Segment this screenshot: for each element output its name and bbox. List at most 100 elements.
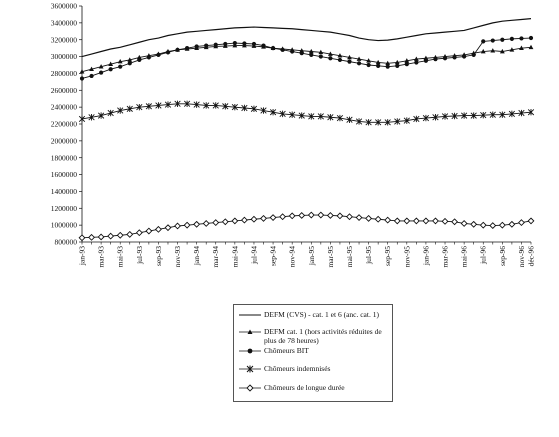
y-tick-label: 1200000 [51,204,78,213]
point-marker [126,105,133,113]
point-marker [461,112,468,119]
point-marker [260,214,267,222]
point-marker [375,119,382,126]
point-marker [79,69,85,74]
x-tick-label: mar-96 [441,246,450,268]
x-tick-label: mar-95 [326,246,335,268]
x-tick-label: jan-95 [307,246,316,266]
point-marker [299,48,305,53]
point-marker [261,43,266,48]
point-marker [347,54,352,60]
point-marker [433,57,438,62]
point-marker [337,57,343,63]
point-marker [422,114,430,122]
point-marker [222,103,229,110]
point-marker [500,37,505,42]
point-marker [393,217,401,225]
point-marker [519,45,524,50]
point-marker [356,56,362,61]
point-marker [78,234,86,242]
point-marker [165,50,171,55]
point-marker [184,46,190,51]
x-tick-label: sep-95 [383,246,392,266]
point-marker [193,101,200,108]
x-tick-label: mai-96 [460,246,469,267]
point-marker [241,104,248,112]
point-marker [518,219,525,227]
x-tick-label: jan-96 [421,246,430,266]
point-marker [79,76,85,81]
point-marker [385,60,391,66]
point-marker [470,220,478,228]
point-marker [89,66,94,72]
point-marker [213,42,218,47]
x-tick-label: sep-94 [269,246,278,266]
legend-line-diamond-icon [239,384,261,392]
point-marker [326,212,334,219]
x-tick-label: jul-95 [364,246,373,265]
x-tick-label: mai-93 [116,246,125,267]
point-marker [242,41,247,46]
point-marker [308,113,315,120]
legend-label: Chômeurs indemnisés [264,364,331,373]
point-marker [498,221,506,229]
point-marker [174,222,181,230]
point-marker [422,217,430,225]
legend-item-indemnises: Chômeurs indemnisés [238,364,392,374]
point-marker [307,211,315,219]
point-marker [183,100,191,107]
point-marker [270,46,276,51]
point-marker [355,214,363,221]
point-marker [164,101,172,108]
point-marker [108,67,113,72]
point-marker [117,59,123,64]
legend-item-defm-cvs: DEFM (CVS) - cat. 1 et 6 (anc. cat. 1) [238,310,392,320]
point-marker [395,63,400,68]
point-marker [480,111,487,119]
legend-line-circle-icon [239,348,261,354]
point-marker [404,58,410,63]
point-marker [479,221,487,229]
y-tick-label: 3400000 [51,18,78,27]
point-marker [136,103,143,111]
point-marker [221,218,229,226]
point-marker [404,62,409,67]
y-tick-label: 2200000 [51,120,78,129]
y-tick-label: 1600000 [51,170,78,179]
y-tick-label: 2400000 [51,103,78,112]
point-marker [279,110,286,118]
point-marker [423,55,429,61]
point-marker [127,57,133,62]
y-tick-label: 3200000 [51,35,78,44]
point-marker [423,58,429,63]
point-marker [155,102,162,109]
x-tick-label: sep-96 [498,246,507,266]
point-marker [489,222,497,230]
point-marker [519,36,524,41]
x-tick-label: nov-93 [173,246,182,267]
point-marker [203,102,210,109]
series-2 [79,35,534,81]
point-marker [279,213,287,221]
point-marker [194,44,199,49]
point-marker [460,220,468,227]
x-tick-label: nov-94 [288,246,297,267]
point-marker [107,232,115,240]
line-chart: 800000 1000000 1200000 1400000 1600000 180000… [51,2,536,268]
point-marker [337,53,343,58]
point-marker [403,217,411,225]
point-marker [89,73,94,79]
x-tick-label: jul-94 [249,246,258,265]
y-tick-label: 3600000 [51,2,78,11]
point-marker [88,233,95,241]
point-marker [385,64,390,69]
x-tick-label: jul-93 [135,246,144,265]
point-marker [145,103,152,110]
point-marker [145,227,153,235]
point-marker [374,215,382,223]
point-marker [509,47,515,52]
point-marker [413,115,420,123]
point-marker [223,41,228,47]
point-marker [202,220,210,227]
y-tick-label: 2000000 [51,136,78,145]
